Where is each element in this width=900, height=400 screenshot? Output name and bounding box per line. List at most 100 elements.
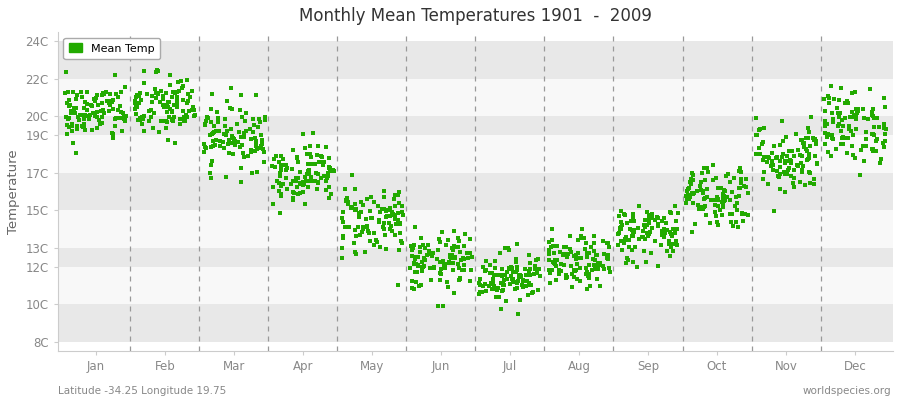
Point	[220, 98, 234, 104]
Point	[522, 267, 536, 274]
Point	[176, 113, 191, 120]
Point	[824, 83, 839, 90]
Point	[757, 153, 771, 160]
Point	[211, 119, 225, 126]
Point	[431, 302, 446, 309]
Point	[657, 226, 671, 232]
Point	[847, 112, 861, 118]
Point	[300, 171, 314, 178]
Point	[808, 153, 823, 160]
Point	[392, 217, 406, 223]
Point	[544, 280, 558, 286]
Point	[692, 183, 706, 189]
Point	[500, 269, 514, 275]
Point	[662, 238, 677, 244]
Point	[781, 165, 796, 171]
Point	[817, 122, 832, 128]
Point	[626, 214, 640, 220]
Point	[850, 106, 864, 112]
Point	[729, 194, 743, 200]
Point	[128, 106, 142, 112]
Point	[831, 123, 845, 129]
Point	[453, 249, 467, 255]
Point	[446, 228, 461, 235]
Point	[797, 144, 812, 150]
Point	[626, 226, 640, 233]
Point	[361, 230, 375, 236]
Point	[322, 164, 337, 171]
Point	[289, 175, 303, 182]
Point	[338, 186, 353, 192]
Point	[845, 114, 859, 120]
Point	[59, 131, 74, 137]
Point	[550, 257, 564, 263]
Point	[711, 196, 725, 203]
Point	[405, 246, 419, 253]
Point	[364, 215, 379, 222]
Point	[626, 259, 640, 265]
Point	[710, 194, 724, 200]
Point	[446, 290, 461, 296]
Point	[643, 231, 657, 238]
Point	[810, 160, 824, 167]
Point	[348, 226, 363, 233]
Point	[218, 116, 232, 122]
Point	[850, 109, 864, 116]
Bar	[58, 304, 893, 342]
Point	[522, 282, 536, 288]
Point	[112, 103, 127, 110]
Point	[370, 238, 384, 245]
Point	[392, 200, 407, 206]
Point	[356, 202, 371, 208]
Point	[405, 285, 419, 291]
Point	[384, 228, 399, 234]
Point	[561, 251, 575, 257]
Point	[484, 280, 499, 286]
Point	[730, 200, 744, 207]
Point	[255, 139, 269, 145]
Point	[374, 206, 389, 212]
Point	[84, 102, 98, 108]
Point	[521, 292, 535, 298]
Point	[228, 140, 242, 146]
Point	[807, 136, 822, 142]
Point	[791, 147, 806, 153]
Point	[297, 181, 311, 188]
Point	[75, 94, 89, 100]
Point	[198, 144, 212, 150]
Point	[697, 165, 711, 172]
Point	[272, 180, 286, 187]
Point	[495, 272, 509, 279]
Point	[414, 235, 428, 242]
Point	[147, 109, 161, 116]
Point	[512, 272, 526, 278]
Point	[635, 234, 650, 240]
Point	[440, 279, 454, 286]
Bar	[58, 173, 893, 210]
Point	[352, 210, 366, 216]
Point	[298, 144, 312, 151]
Point	[274, 167, 288, 173]
Point	[116, 116, 130, 122]
Point	[235, 142, 249, 149]
Point	[659, 220, 673, 226]
Point	[156, 102, 170, 109]
Point	[77, 126, 92, 133]
Point	[105, 106, 120, 112]
Point	[867, 131, 881, 138]
Point	[158, 104, 173, 111]
Point	[296, 182, 310, 189]
Point	[302, 171, 316, 178]
Point	[613, 226, 627, 232]
Point	[698, 177, 712, 183]
Point	[246, 128, 260, 135]
Point	[274, 191, 288, 197]
Point	[628, 244, 643, 251]
Point	[236, 150, 250, 156]
Point	[842, 114, 857, 120]
Point	[591, 266, 606, 272]
Point	[520, 278, 535, 284]
Point	[760, 181, 775, 187]
Point	[275, 181, 290, 187]
Point	[464, 267, 478, 274]
